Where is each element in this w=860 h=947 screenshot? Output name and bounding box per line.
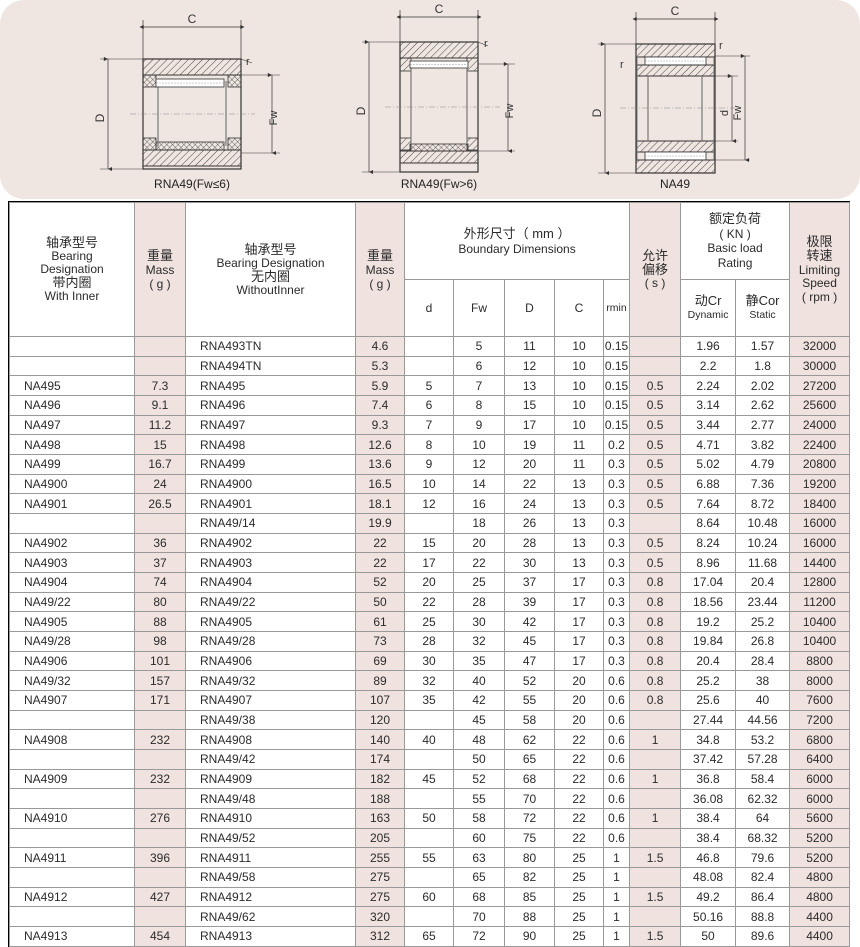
svg-text:C: C xyxy=(671,4,680,18)
svg-text:NA49: NA49 xyxy=(660,177,690,191)
svg-text:C: C xyxy=(435,2,444,16)
svg-text:d: d xyxy=(719,110,731,116)
svg-text:r: r xyxy=(484,38,488,50)
svg-text:r: r xyxy=(719,40,723,52)
svg-text:Fw: Fw xyxy=(732,106,744,121)
svg-text:Fw: Fw xyxy=(504,104,516,119)
svg-text:D: D xyxy=(590,108,604,117)
svg-text:Fw: Fw xyxy=(268,111,280,126)
svg-text:D: D xyxy=(354,106,368,115)
svg-text:r: r xyxy=(620,59,624,71)
svg-text:RNA49(Fw>6): RNA49(Fw>6) xyxy=(401,177,477,191)
svg-text:D: D xyxy=(93,113,107,122)
svg-text:C: C xyxy=(188,12,197,26)
svg-text:RNA49(Fw≤6): RNA49(Fw≤6) xyxy=(154,177,230,191)
